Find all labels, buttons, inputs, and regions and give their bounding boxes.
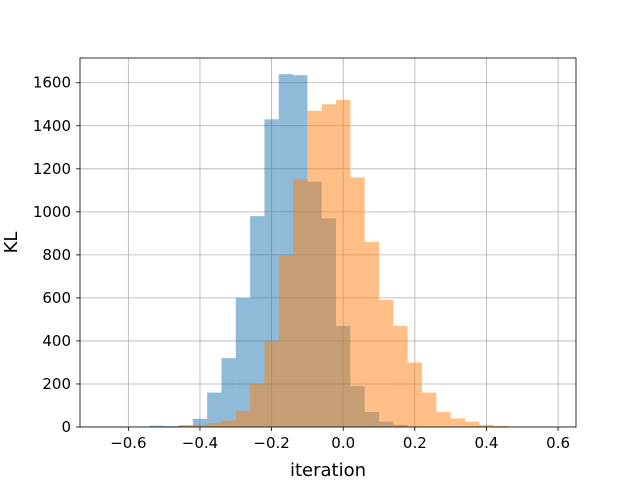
- y-tick-label: 0: [61, 418, 71, 436]
- histogram-bar-series-2: [493, 425, 508, 427]
- y-tick-label: 1200: [33, 160, 71, 178]
- y-axis-ticks: 0 200 400 600 800 1000 1200 1400 1600: [33, 74, 80, 436]
- x-axis-ticks: −0.6 −0.4 −0.2 0.0 0.2 0.4 0.6: [110, 427, 570, 452]
- histogram-bar-series-2: [407, 362, 423, 427]
- y-tick-label: 200: [42, 375, 71, 393]
- histogram-bar-series-1: [235, 297, 251, 427]
- plot-frame: [79, 57, 577, 428]
- y-tick-label: 1600: [33, 74, 71, 92]
- histogram-bar-series-2: [393, 325, 408, 427]
- histogram-bar-series-2: [221, 420, 236, 427]
- histogram-bar-series-2: [450, 418, 465, 427]
- histogram-bar-series-2: [436, 411, 451, 427]
- histogram-bar-series-2: [178, 425, 193, 427]
- histogram-bar-series-2: [207, 423, 222, 427]
- x-tick-label: −0.4: [182, 434, 218, 452]
- histogram-bar-series-2: [379, 300, 394, 427]
- x-tick-label: 0.6: [546, 434, 570, 452]
- x-tick-label: −0.2: [253, 434, 289, 452]
- histogram-bar-series-1: [250, 216, 265, 427]
- x-tick-label: 0.4: [475, 434, 499, 452]
- histogram-bar-series-2: [479, 424, 494, 427]
- y-axis-label: KL: [1, 232, 22, 254]
- x-tick-label: 0.0: [331, 434, 355, 452]
- histogram-bar-series-2: [350, 177, 365, 427]
- y-tick-label: 800: [42, 246, 71, 264]
- x-axis-label: iteration: [290, 460, 366, 480]
- histogram-bar-series-2: [235, 410, 251, 427]
- y-tick-label: 400: [42, 332, 71, 350]
- histogram-bar-series-1: [164, 426, 179, 427]
- histogram-bar-series-2: [464, 421, 480, 427]
- histogram-bar-series-2: [321, 104, 337, 428]
- histogram-bar-series-1: [221, 358, 236, 427]
- histogram-bar-series-2: [364, 241, 380, 427]
- histogram-bar-series-2: [278, 254, 294, 427]
- y-tick-label: 600: [42, 289, 71, 307]
- histogram-bar-series-1: [207, 392, 222, 427]
- histogram-bar-series-2: [250, 383, 265, 427]
- histogram-bar-series-1: [149, 425, 165, 427]
- x-tick-label: 0.2: [403, 434, 427, 452]
- histogram-bar-series-2: [307, 110, 322, 427]
- x-tick-label: −0.6: [110, 434, 146, 452]
- y-tick-label: 1400: [33, 117, 71, 135]
- histogram-bar-series-2: [264, 340, 279, 427]
- histogram-bar-series-1: [192, 418, 208, 427]
- y-tick-label: 1000: [33, 203, 71, 221]
- histogram-bar-series-2: [336, 99, 351, 427]
- histogram-bar-series-2: [293, 179, 308, 427]
- histogram-bar-series-2: [192, 424, 208, 427]
- histogram-bars: [135, 74, 508, 428]
- histogram-bar-series-2: [422, 392, 437, 427]
